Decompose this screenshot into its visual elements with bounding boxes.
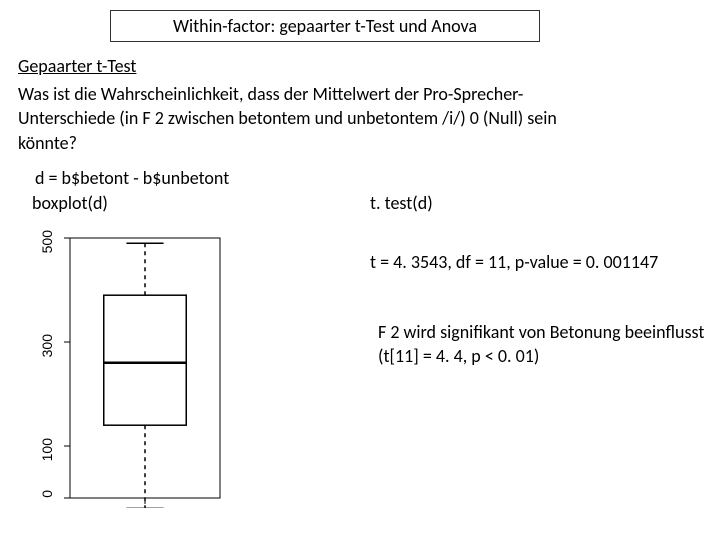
conclusion-text: F 2 wird signifikant von Betonung beeinf… [378,320,708,369]
subtitle: Gepaarter t-Test [18,55,136,77]
boxplot-chart: 0 100 300 500 [25,228,235,508]
svg-text:500: 500 [39,230,55,254]
stats-result: t = 4. 3543, df = 11, p-value = 0. 00114… [370,250,700,274]
code-boxplot: boxplot(d) [32,192,108,214]
svg-text:0: 0 [39,490,55,498]
svg-text:100: 100 [39,438,55,462]
title-text: Within-factor: gepaarter t-Test und Anov… [173,15,477,37]
question-text: Was ist die Wahrscheinlichkeit, dass der… [18,82,578,155]
svg-text:300: 300 [39,334,55,358]
code-ttest: t. test(d) [370,192,433,214]
title-box: Within-factor: gepaarter t-Test und Anov… [110,10,540,42]
code-assign: d = b$betont - b$unbetont [35,167,229,189]
